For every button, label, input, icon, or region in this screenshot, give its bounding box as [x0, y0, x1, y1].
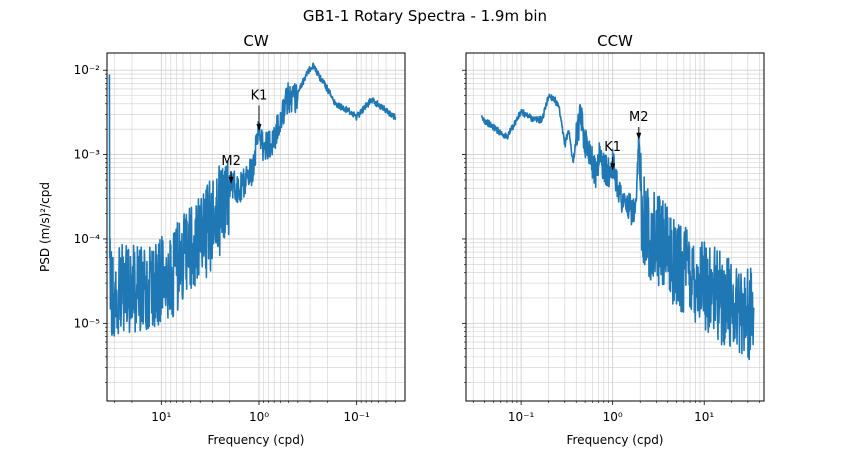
ccw-annotation-label: K1	[604, 140, 621, 155]
cw-ylabel: PSD (m/s)²/cpd	[38, 182, 52, 272]
cw-ticks: 10¹ 10⁰ 10⁻¹ 10⁻⁵ 10⁻⁴ 10⁻³ 10⁻²	[74, 63, 396, 424]
cw-x-tick-label: 10¹	[151, 410, 171, 424]
ccw-annotation-label: M2	[629, 110, 649, 125]
ccw-annotations: K1 M2	[604, 110, 649, 171]
cw-annotation-arrowhead	[256, 124, 262, 132]
ccw-ticks: 10⁻¹ 10⁰ 10¹	[462, 69, 760, 424]
ccw-grid	[466, 53, 764, 401]
ccw-series	[480, 93, 755, 361]
cw-panel: CW K1 M2 10¹ 10⁰ 10⁻¹ 10⁻⁵ 10⁻⁴ 10⁻³ 10⁻² Frequ…	[38, 32, 406, 447]
cw-x-tick-label: 10⁻¹	[343, 410, 370, 424]
ccw-x-tick-label: 10¹	[694, 410, 714, 424]
cw-annotation-label: M2	[221, 154, 241, 169]
cw-annotation-label: K1	[251, 88, 268, 103]
ccw-x-tick-label: 10⁻¹	[508, 410, 535, 424]
cw-y-tick-label: 10⁻⁵	[74, 316, 101, 330]
ccw-title: CCW	[597, 32, 633, 50]
ccw-annotation-arrowhead	[636, 132, 642, 140]
ccw-axes-frame	[465, 52, 765, 402]
cw-annotations: K1 M2	[221, 88, 268, 184]
ccw-xlabel: Frequency (cpd)	[566, 433, 663, 447]
cw-series	[108, 62, 397, 337]
cw-y-tick-label: 10⁻²	[74, 63, 101, 77]
ccw-panel: CCW K1 M2 10⁻¹ 10⁰ 10¹ Frequency (cpd)	[462, 32, 765, 447]
cw-axes-frame	[106, 52, 406, 402]
cw-annotation-arrowhead	[228, 176, 234, 184]
cw-x-tick-label: 10⁰	[249, 410, 269, 424]
figure-title: GB1-1 Rotary Spectra - 1.9m bin	[303, 7, 547, 25]
cw-xlabel: Frequency (cpd)	[207, 433, 304, 447]
cw-title: CW	[243, 32, 268, 50]
cw-y-tick-label: 10⁻⁴	[74, 232, 101, 246]
cw-y-tick-label: 10⁻³	[74, 148, 101, 162]
ccw-series-line	[480, 93, 755, 361]
ccw-x-tick-label: 10⁰	[603, 410, 623, 424]
cw-series-line	[108, 62, 397, 337]
cw-grid	[107, 53, 405, 401]
ccw-annotation-arrowhead	[610, 163, 616, 171]
